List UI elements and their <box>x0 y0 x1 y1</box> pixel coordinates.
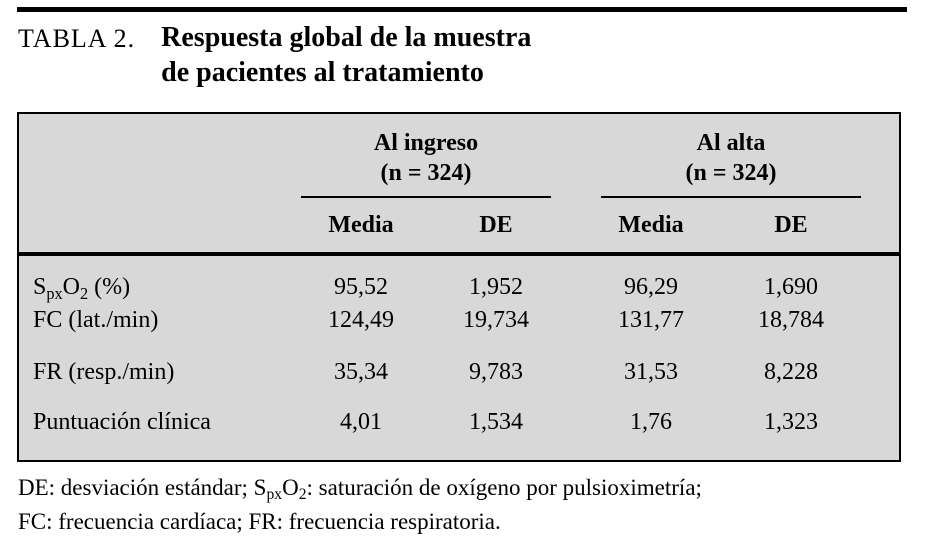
group-header-row: Al ingreso (n = 324) Al alta (n = 324) <box>19 128 899 198</box>
table-row-fc: FC (lat./min) 124,49 19,734 131,77 18,78… <box>19 305 899 336</box>
row-label: Puntuación clínica <box>33 409 211 435</box>
group-underline <box>601 196 861 198</box>
table-caption: TABLA 2. Respuesta global de la muestra … <box>18 20 531 90</box>
empty-cell <box>561 210 591 240</box>
table-row-puntuacion: Puntuación clínica 4,01 1,534 1,76 1,323 <box>19 407 899 438</box>
row-label: SpxO2 (%) <box>19 272 291 304</box>
cell-value: 35,34 <box>334 359 388 385</box>
column-header-media-ingreso: Media <box>328 212 394 238</box>
top-rule <box>17 7 907 12</box>
empty-cell <box>19 210 291 240</box>
column-header-media-alta: Media <box>618 212 684 238</box>
group-n: (n = 324) <box>380 160 472 186</box>
cell-value: 1,690 <box>764 274 818 300</box>
group-title: Al alta <box>696 130 766 156</box>
group-title: Al ingreso <box>373 130 479 156</box>
column-header-row: Media DE Media DE <box>19 210 899 240</box>
footnote-text: : saturación de oxígeno por pulsioximetr… <box>306 475 702 500</box>
table-row-spxo2: SpxO2 (%) 95,52 1,952 96,29 1,690 <box>19 272 899 304</box>
footnote-text: DE: desviación estándar; S <box>18 475 267 500</box>
results-table: Al ingreso (n = 324) Al alta (n = 324) M… <box>17 112 901 462</box>
label-text: O <box>62 274 81 300</box>
group-underline <box>301 196 551 198</box>
row-label: FR (resp./min) <box>33 359 175 385</box>
empty-cell <box>561 357 591 388</box>
footnote-text: O <box>282 475 299 500</box>
empty-cell <box>561 407 591 438</box>
group-al-alta: Al alta (n = 324) <box>591 128 871 198</box>
label-text: S <box>33 274 47 300</box>
label-subscript: px <box>46 283 63 303</box>
cell-value: 1,76 <box>630 409 672 435</box>
cell-value: 4,01 <box>340 409 382 435</box>
cell-value: 1,323 <box>764 409 818 435</box>
empty-cell <box>561 272 591 304</box>
footnote-subscript: 2 <box>298 486 307 504</box>
row-label: FC (lat./min) <box>33 307 159 333</box>
cell-value: 131,77 <box>618 307 684 333</box>
group-n: (n = 324) <box>685 160 777 186</box>
column-header-de-ingreso: DE <box>479 212 513 238</box>
header-body-divider <box>19 252 899 256</box>
cell-value: 95,52 <box>334 274 388 300</box>
cell-value: 124,49 <box>328 307 394 333</box>
column-header-de-alta: DE <box>774 212 808 238</box>
footnote-subscript: px <box>266 486 283 504</box>
table-footnote: DE: desviación estándar; SpxO2: saturaci… <box>18 472 702 537</box>
cell-value: 1,952 <box>469 274 523 300</box>
table-number: TABLA 2. <box>18 24 136 53</box>
empty-cell <box>561 128 591 198</box>
empty-cell <box>561 305 591 336</box>
table-title: Respuesta global de la muestra de pacien… <box>161 20 531 90</box>
label-text: (%) <box>88 274 131 300</box>
empty-cell <box>19 128 291 198</box>
cell-value: 1,534 <box>469 409 523 435</box>
table-title-line2: de pacientes al tratamiento <box>161 57 484 88</box>
cell-value: 18,784 <box>758 307 824 333</box>
group-al-ingreso: Al ingreso (n = 324) <box>291 128 561 198</box>
cell-value: 31,53 <box>624 359 678 385</box>
cell-value: 9,783 <box>469 359 523 385</box>
cell-value: 96,29 <box>624 274 678 300</box>
table-title-line1: Respuesta global de la muestra <box>161 22 532 53</box>
cell-value: 19,734 <box>463 307 529 333</box>
label-subscript: 2 <box>80 283 89 303</box>
footnote-line2: FC: frecuencia cardíaca; FR: frecuencia … <box>18 509 501 534</box>
cell-value: 8,228 <box>764 359 818 385</box>
table-row-fr: FR (resp./min) 35,34 9,783 31,53 8,228 <box>19 357 899 388</box>
